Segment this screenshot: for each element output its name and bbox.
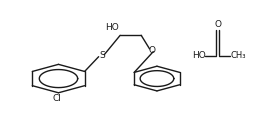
Text: S: S [99,51,105,60]
Text: HO: HO [105,23,119,32]
Text: CH₃: CH₃ [230,51,246,60]
Text: O: O [214,20,221,29]
Text: HO: HO [192,51,206,60]
Text: Cl: Cl [53,94,62,103]
Text: O: O [148,46,155,55]
